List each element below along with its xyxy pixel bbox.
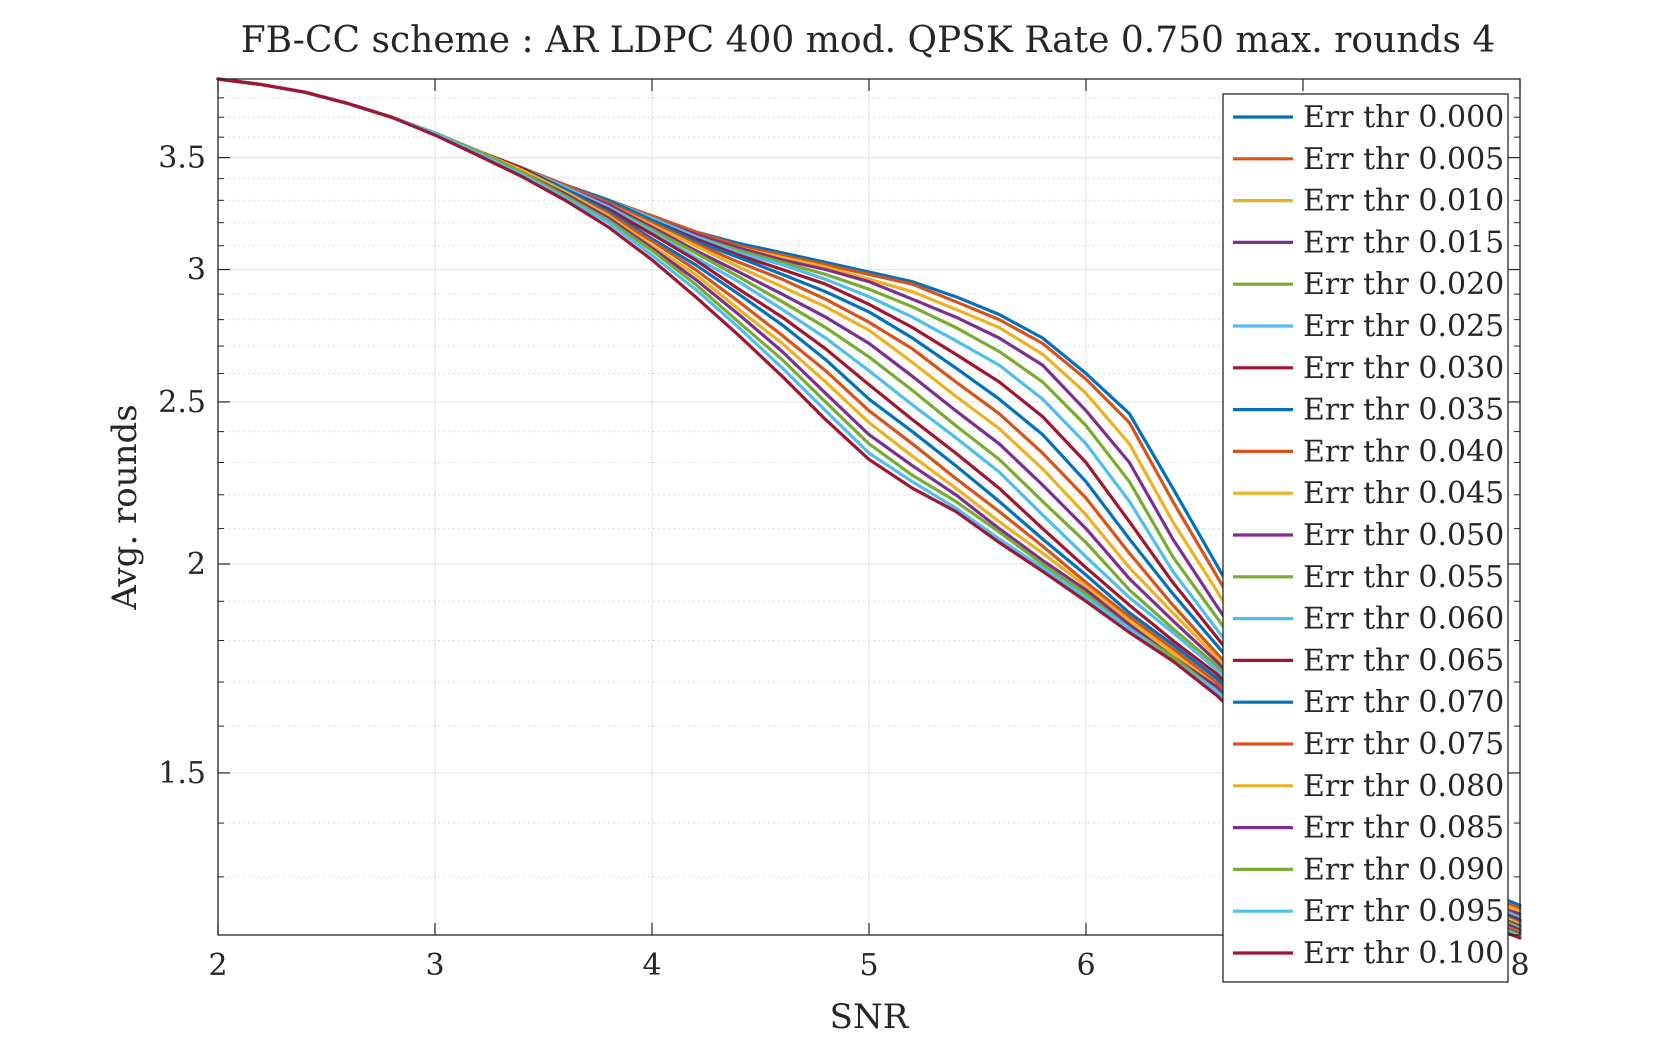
y-tick-label: 2 [187,547,206,582]
legend-label: Err thr 0.070 [1303,685,1504,720]
legend-label: Err thr 0.040 [1303,434,1504,469]
x-tick-label: 6 [1076,948,1095,983]
legend-label: Err thr 0.015 [1303,225,1504,260]
legend-label: Err thr 0.075 [1303,727,1504,762]
legend-label: Err thr 0.025 [1303,309,1504,344]
legend-label: Err thr 0.100 [1303,936,1504,971]
legend-label: Err thr 0.050 [1303,518,1504,553]
legend-label: Err thr 0.020 [1303,267,1504,302]
x-tick-label: 3 [425,948,444,983]
legend-label: Err thr 0.085 [1303,811,1504,846]
legend-label: Err thr 0.030 [1303,351,1504,386]
legend-label: Err thr 0.010 [1303,184,1504,219]
legend-label: Err thr 0.045 [1303,476,1504,511]
y-tick-label: 2.5 [158,385,206,420]
legend-label: Err thr 0.005 [1303,142,1504,177]
legend-label: Err thr 0.055 [1303,560,1504,595]
y-tick-label: 1.5 [158,756,206,791]
legend-label: Err thr 0.080 [1303,769,1504,804]
legend-label: Err thr 0.095 [1303,894,1504,929]
legend-label: Err thr 0.035 [1303,393,1504,428]
x-axis-label: SNR [830,997,910,1037]
legend-items: Err thr 0.000 Err thr 0.005 Err thr 0.010 E… [1233,100,1504,971]
chart-title: FB-CC scheme : AR LDPC 400 mod. QPSK Rat… [241,20,1496,61]
axis-ticks: 1.5 2 2.5 3 3.5 2 3 4 5 6 8 [158,79,1530,983]
legend: Err thr 0.000 Err thr 0.005 Err thr 0.010 E… [1222,93,1509,983]
y-tick-label: 3 [187,253,206,288]
y-axis-label: Avg. rounds [105,404,145,611]
legend-label: Err thr 0.000 [1303,100,1504,135]
x-tick-label: 8 [1510,948,1529,983]
x-tick-label: 4 [642,948,661,983]
x-tick-label: 2 [208,948,227,983]
legend-label: Err thr 0.090 [1303,852,1504,887]
y-tick-label: 3.5 [158,141,206,176]
legend-label: Err thr 0.065 [1303,643,1504,678]
x-tick-label: 5 [859,948,878,983]
legend-label: Err thr 0.060 [1303,602,1504,637]
